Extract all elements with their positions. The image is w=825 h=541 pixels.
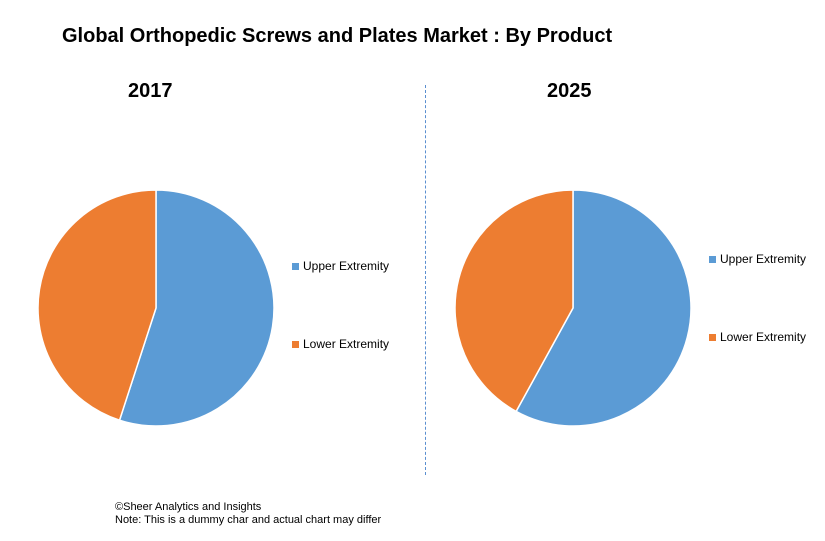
legend-item-lower-extremity-2025: Lower Extremity xyxy=(709,330,806,344)
legend-label: Lower Extremity xyxy=(720,330,807,344)
pie-slice-upper-extremity xyxy=(515,189,692,427)
legend-swatch xyxy=(709,333,716,341)
pie-title-2025: 2025 xyxy=(547,80,592,102)
legend-swatch xyxy=(292,262,299,270)
chart-title: Global Orthopedic Screws and Plates Mark… xyxy=(62,25,613,47)
pie-title-2017: 2017 xyxy=(128,80,173,102)
divider-line xyxy=(425,85,426,475)
pie-chart-2025 xyxy=(454,189,692,427)
legend-label: Upper Extremity xyxy=(303,259,390,273)
legend-label: Upper Extremity xyxy=(720,252,807,266)
pie-slice-lower-extremity xyxy=(454,189,574,413)
legend-label: Lower Extremity xyxy=(303,337,390,351)
legend-swatch xyxy=(709,255,716,263)
pie-slice-lower-extremity xyxy=(37,189,157,422)
pie-slice-upper-extremity xyxy=(118,189,275,427)
pie-chart-2017 xyxy=(37,189,275,427)
legend-item-lower-extremity-2017: Lower Extremity xyxy=(292,337,389,351)
legend-item-upper-extremity-2025: Upper Extremity xyxy=(709,252,806,266)
footer: ©Sheer Analytics and Insights Note: This… xyxy=(115,501,381,527)
legend-item-upper-extremity-2017: Upper Extremity xyxy=(292,259,389,273)
note-text: Note: This is a dummy char and actual ch… xyxy=(115,514,382,526)
legend-swatch xyxy=(292,340,299,348)
copyright-text: ©Sheer Analytics and Insights xyxy=(115,501,262,513)
